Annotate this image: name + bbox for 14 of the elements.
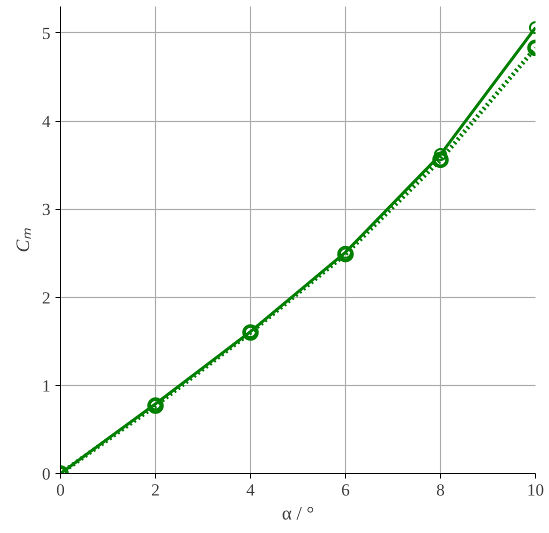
y-axis-title: Cₘ — [13, 228, 34, 252]
y-tick-label: 5 — [42, 24, 50, 43]
y-tick-label: 1 — [42, 376, 50, 396]
y-tick-label: 0 — [42, 464, 50, 484]
x-tick-label: 4 — [246, 480, 256, 500]
y-tick-label: 4 — [42, 112, 51, 132]
x-tick-label: 8 — [436, 480, 445, 500]
x-axis-title: α / ° — [282, 504, 314, 524]
x-tick-label: 0 — [56, 480, 65, 500]
x-tick-label: 6 — [341, 480, 350, 500]
x-tick-label: 2 — [151, 480, 160, 500]
y-tick-label: 2 — [42, 288, 50, 308]
x-tick-label: 10 — [527, 480, 544, 500]
y-tick-label: 3 — [42, 200, 50, 220]
